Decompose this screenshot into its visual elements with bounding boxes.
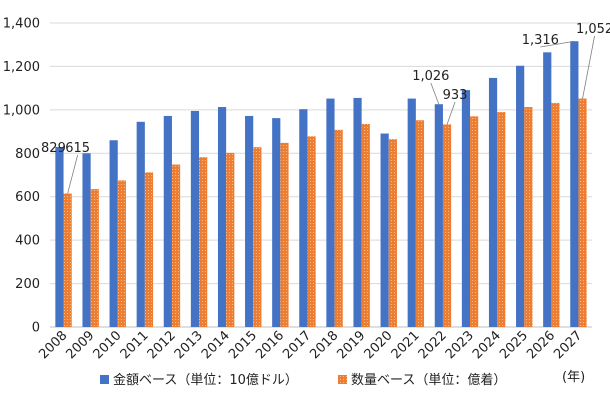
bars xyxy=(55,41,587,328)
data-labels: 829 615 1,026 933 1,316 1,052 xyxy=(41,22,610,194)
bar-quantity-2024 xyxy=(497,112,506,328)
bar-amount-2023 xyxy=(461,90,471,328)
bar-amount-2021 xyxy=(407,98,416,328)
y-tick-label: 0 xyxy=(32,321,40,336)
data-label: 1,026 xyxy=(412,69,449,84)
bar-amount-2008 xyxy=(55,146,64,327)
data-label: 933 xyxy=(443,88,468,103)
bar-quantity-2014 xyxy=(226,152,235,327)
data-label: 829 xyxy=(41,141,66,156)
x-tick-label: 2014 xyxy=(199,328,233,362)
bar-amount-2024 xyxy=(488,77,498,328)
legend-swatch-quantity xyxy=(338,375,347,384)
x-tick-label: 2016 xyxy=(253,328,287,362)
bar-quantity-2011 xyxy=(144,172,154,327)
x-tick-label: 2009 xyxy=(63,328,97,362)
bar-quantity-2023 xyxy=(470,116,479,327)
x-tick-label: 2027 xyxy=(551,328,585,362)
bar-amount-2013 xyxy=(190,110,200,327)
legend: 金額ベース（単位：10億ドル） 数量ベース（単位：億着） xyxy=(100,372,506,388)
data-label: 615 xyxy=(65,141,90,156)
x-tick-label: 2013 xyxy=(172,328,206,362)
data-label-leader-line xyxy=(430,82,440,105)
data-label-leader-line xyxy=(540,40,575,48)
x-tick-label: 2020 xyxy=(362,328,396,362)
bar-quantity-2012 xyxy=(171,164,181,327)
y-tick-label: 800 xyxy=(15,147,40,162)
bar-amount-2017 xyxy=(299,109,308,327)
x-tick-label: 2023 xyxy=(443,328,477,362)
y-axis: 0 200 400 600 800 1,000 1,200 1,400 xyxy=(3,17,40,336)
x-tick-label: 2024 xyxy=(470,328,504,362)
bar-quantity-2019 xyxy=(361,123,370,327)
x-tick-label: 2010 xyxy=(91,328,125,362)
bar-quantity-2026 xyxy=(551,102,560,327)
bar-quantity-2013 xyxy=(199,157,208,327)
bar-amount-2022 xyxy=(434,104,443,327)
x-axis-unit-label: (年) xyxy=(562,370,585,385)
bar-quantity-2015 xyxy=(253,147,262,327)
gridlines xyxy=(50,22,592,328)
bar-amount-2011 xyxy=(136,121,145,327)
bar-amount-2020 xyxy=(380,133,389,327)
y-tick-label: 1,000 xyxy=(3,103,40,118)
x-tick-label: 2017 xyxy=(280,328,314,362)
data-label: 1,052 xyxy=(576,22,610,37)
bar-amount-2014 xyxy=(217,107,227,327)
x-tick-label: 2015 xyxy=(226,328,260,362)
bar-quantity-2021 xyxy=(415,120,425,327)
x-tick-label: 2026 xyxy=(524,328,558,362)
x-tick-label: 2021 xyxy=(389,328,423,362)
y-tick-label: 400 xyxy=(15,234,40,249)
bar-quantity-2025 xyxy=(524,107,533,327)
x-tick-label: 2019 xyxy=(334,328,368,362)
y-tick-label: 600 xyxy=(15,190,40,205)
y-tick-label: 1,400 xyxy=(3,17,40,32)
y-tick-label: 200 xyxy=(15,277,40,292)
bar-quantity-2010 xyxy=(117,180,126,327)
x-tick-label: 2022 xyxy=(416,328,450,362)
bar-amount-2009 xyxy=(82,153,91,327)
bar-quantity-2027 xyxy=(578,98,587,328)
bar-quantity-2016 xyxy=(280,142,289,327)
bar-amount-2025 xyxy=(516,65,525,327)
bar-quantity-2008 xyxy=(63,193,72,327)
legend-swatch-amount xyxy=(100,375,109,384)
bar-amount-2012 xyxy=(163,115,172,328)
x-tick-label: 2025 xyxy=(497,328,531,362)
legend-label-amount: 金額ベース（単位：10億ドル） xyxy=(113,372,298,388)
bar-amount-2027 xyxy=(570,41,579,328)
bar-amount-2018 xyxy=(326,98,335,328)
x-tick-label: 2008 xyxy=(36,328,70,362)
data-label-leader-line xyxy=(67,154,79,194)
x-axis: 2008200920102011201220132014201520162017… xyxy=(36,328,585,362)
bar-amount-2016 xyxy=(272,118,281,327)
data-label: 1,316 xyxy=(522,33,559,48)
bar-amount-2026 xyxy=(543,52,552,328)
x-tick-label: 2012 xyxy=(145,328,179,362)
data-label-leader-line xyxy=(582,35,595,99)
bar-quantity-2022 xyxy=(442,124,452,327)
bar-amount-2019 xyxy=(353,97,362,328)
bar-quantity-2009 xyxy=(90,189,99,327)
bar-amount-2015 xyxy=(245,115,254,328)
bar-amount-2010 xyxy=(109,140,118,327)
y-tick-label: 1,200 xyxy=(3,60,40,75)
bar-quantity-2017 xyxy=(307,136,316,327)
x-tick-label: 2011 xyxy=(118,328,152,362)
legend-label-quantity: 数量ベース（単位：億着） xyxy=(351,372,506,388)
bar-quantity-2020 xyxy=(388,139,397,327)
x-tick-label: 2018 xyxy=(307,328,341,362)
bar-quantity-2018 xyxy=(334,129,343,327)
data-label-leader-line xyxy=(446,101,456,125)
